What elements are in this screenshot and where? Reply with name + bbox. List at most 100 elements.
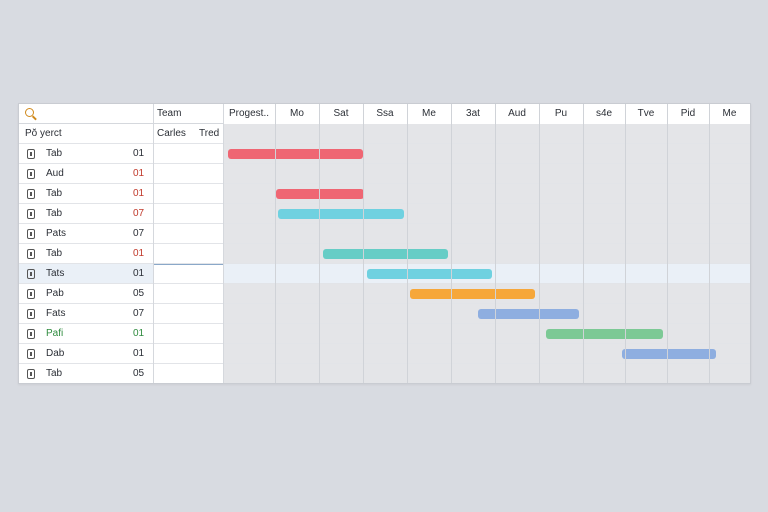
row-divider (19, 183, 750, 184)
task-row[interactable]: Tab 07 (19, 204, 153, 224)
timeline-column-header[interactable]: Tve (637, 108, 655, 119)
search-input[interactable] (41, 106, 155, 123)
row-divider (19, 363, 750, 364)
task-row[interactable]: Tab 05 (19, 364, 153, 384)
timeline-column-header[interactable]: Mo (290, 108, 304, 119)
task-name: Tab (46, 148, 63, 159)
timeline-gridline (275, 104, 276, 383)
gantt-bar[interactable] (622, 349, 716, 359)
task-icon (27, 209, 35, 219)
task-name: Pab (46, 288, 64, 299)
task-count: 07 (133, 208, 145, 219)
gantt-bar[interactable] (478, 309, 579, 319)
task-row[interactable]: Tab 01 (19, 144, 153, 164)
task-row[interactable]: Aud 01 (19, 164, 153, 184)
row-divider (19, 323, 750, 324)
gantt-bar[interactable] (367, 269, 492, 279)
task-icon (27, 249, 35, 259)
task-icon (27, 269, 35, 279)
timeline-chart-area (223, 124, 750, 383)
timeline-column-header[interactable]: Progest.. (228, 108, 270, 119)
timeline-gridline (667, 104, 668, 383)
timeline-gridline (495, 104, 496, 383)
task-count: 01 (133, 268, 145, 279)
task-name: Tats (46, 268, 65, 279)
task-icon (27, 309, 35, 319)
gantt-bar[interactable] (546, 329, 663, 339)
task-count: 01 (133, 348, 145, 359)
task-count: 01 (133, 328, 145, 339)
task-count: 01 (133, 148, 145, 159)
timeline-gridline (451, 104, 452, 383)
task-icon (27, 349, 35, 359)
team-filter-tred[interactable]: Tred (199, 128, 220, 139)
timeline-column-header[interactable]: Me (422, 108, 436, 119)
task-row[interactable]: Pats 07 (19, 224, 153, 244)
project-column-header[interactable]: Pŏ yerct (25, 128, 62, 139)
gantt-bar[interactable] (228, 149, 363, 159)
task-icon (27, 169, 35, 179)
timeline-column-header[interactable]: Aud (508, 108, 526, 119)
timeline-gridline (709, 104, 710, 383)
team-column-header[interactable]: Team (157, 108, 182, 119)
task-name: Fats (46, 308, 66, 319)
timeline-gridline (539, 104, 540, 383)
timeline-column-header[interactable]: Sat (333, 108, 349, 119)
task-name: Pats (46, 228, 67, 239)
left-header: Team (19, 104, 223, 124)
task-icon (27, 369, 35, 379)
task-row[interactable]: Pafi 01 (19, 324, 153, 344)
task-row[interactable]: Dab 01 (19, 344, 153, 364)
task-row[interactable]: Tats 01 (19, 264, 153, 284)
row-divider (19, 343, 750, 344)
task-name: Dab (46, 348, 65, 359)
task-name: Aud (46, 168, 64, 179)
timeline-header: Progest.. Mo Sat Ssa Me 3at Aud Pu s4e Tve Pid Me (223, 104, 750, 125)
row-divider (19, 223, 750, 224)
row-divider (19, 263, 750, 264)
team-filter-carles[interactable]: Carles (157, 128, 186, 139)
column-divider (223, 104, 224, 383)
timeline-gridline (363, 104, 364, 383)
column-divider (153, 104, 154, 383)
task-count: 01 (133, 168, 145, 179)
task-icon (27, 149, 35, 159)
gantt-bar[interactable] (410, 289, 535, 299)
task-count: 01 (133, 188, 145, 199)
timeline-column-header[interactable]: s4e (595, 108, 613, 119)
task-row[interactable]: Fats 07 (19, 304, 153, 324)
task-name: Tab (46, 368, 63, 379)
timeline-column-header[interactable]: Me (722, 108, 737, 119)
timeline-column-header[interactable]: Pu (554, 108, 568, 119)
gantt-bar[interactable] (323, 249, 448, 259)
row-divider (19, 203, 750, 204)
gantt-grid: Team Progest.. Mo Sat Ssa Me 3at Aud Pu s4e Tve Pi… (18, 103, 751, 384)
task-count: 07 (133, 228, 145, 239)
timeline-column-header[interactable]: 3at (466, 108, 480, 119)
row-divider (19, 283, 750, 284)
row-divider (19, 163, 750, 164)
task-count: 05 (133, 368, 145, 379)
task-name: Tab (46, 188, 63, 199)
task-count: 05 (133, 288, 145, 299)
task-row[interactable]: Pab 05 (19, 284, 153, 304)
timeline-column-header[interactable]: Ssa (376, 108, 394, 119)
row-divider (19, 243, 750, 244)
task-icon (27, 329, 35, 339)
task-row[interactable]: Tab 01 (19, 184, 153, 204)
timeline-gridline (583, 104, 584, 383)
gantt-bar[interactable] (276, 189, 364, 199)
task-count: 01 (133, 248, 145, 259)
timeline-gridline (407, 104, 408, 383)
row-divider (19, 143, 750, 144)
timeline-gridline (319, 104, 320, 383)
task-icon (27, 289, 35, 299)
team-cell-editor[interactable] (153, 264, 224, 284)
timeline-column-header[interactable]: Pid (680, 108, 696, 119)
row-divider (19, 303, 750, 304)
search-icon[interactable] (25, 108, 34, 117)
task-name: Tab (46, 208, 63, 219)
gantt-bar[interactable] (278, 209, 404, 219)
task-row[interactable]: Tab 01 (19, 244, 153, 264)
task-name: Tab (46, 248, 63, 259)
